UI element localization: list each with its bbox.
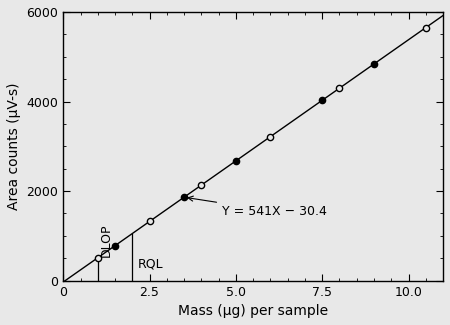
Text: RQL: RQL [137, 258, 163, 271]
X-axis label: Mass (μg) per sample: Mass (μg) per sample [178, 304, 328, 318]
Text: Y = 541X − 30.4: Y = 541X − 30.4 [188, 196, 327, 218]
Text: DLOP: DLOP [100, 224, 113, 257]
Y-axis label: Area counts (μV-s): Area counts (μV-s) [7, 83, 21, 210]
